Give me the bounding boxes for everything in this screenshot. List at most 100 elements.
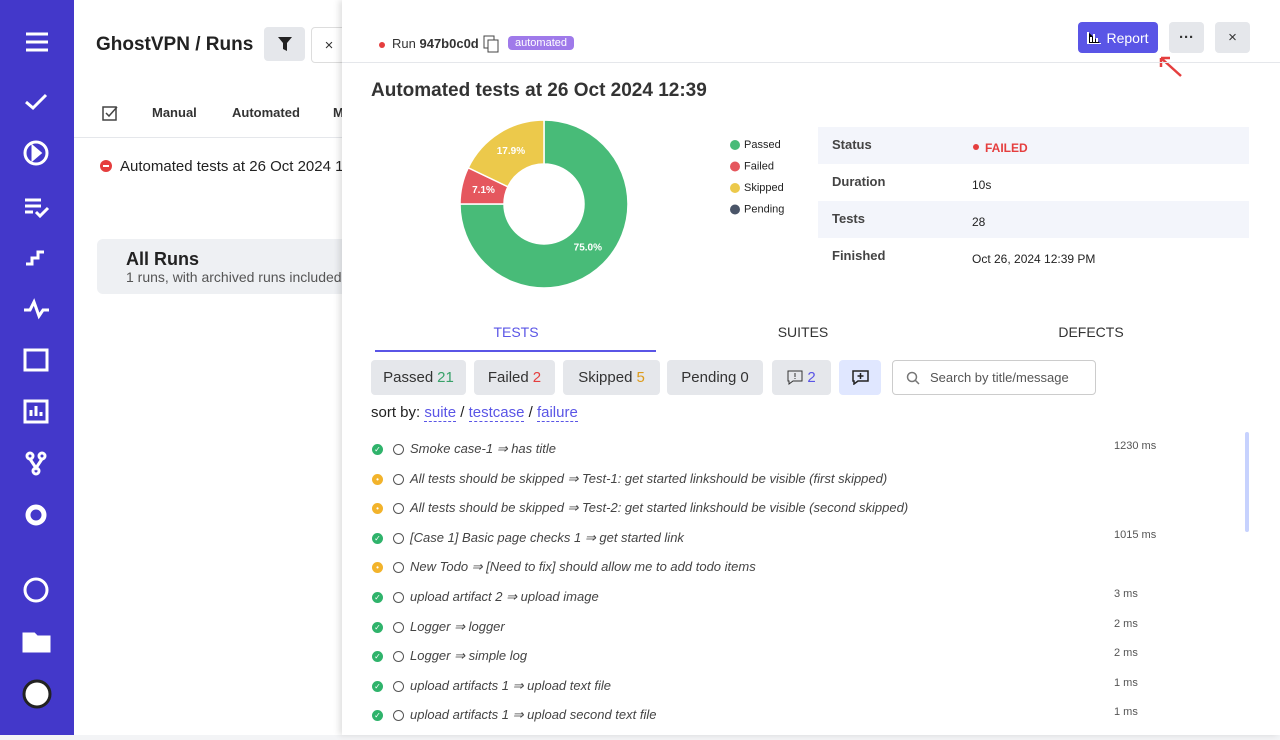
sort-option[interactable]: testcase: [468, 404, 525, 422]
status-icon: ✓: [372, 710, 383, 722]
slice: [467, 119, 545, 188]
search-placeholder: Search by title/message: [930, 370, 1069, 385]
detail-value: FAILED: [985, 141, 1028, 155]
sort: sort by: suite / testcase / failure: [371, 404, 578, 422]
test-title[interactable]: Smoke case-1 ⇒ has title: [410, 441, 557, 456]
filter-count: 5: [636, 369, 645, 386]
filter[interactable]: Passed 21: [371, 360, 466, 395]
card-subtitle: 1 runs, with archived runs included: [126, 269, 342, 285]
report-label: Report: [1106, 29, 1149, 46]
filter[interactable]: Pending 0: [667, 360, 763, 395]
detail-value: 28: [972, 215, 986, 229]
tab[interactable]: Manual: [152, 105, 197, 120]
test-title[interactable]: Logger ⇒ simple log: [410, 648, 528, 664]
info-icon: [393, 710, 404, 722]
slice-label: 17.9%: [497, 146, 525, 157]
tab[interactable]: M: [333, 105, 344, 120]
test-title[interactable]: upload artifacts 1 ⇒ upload second text …: [410, 707, 657, 723]
status-icon: •: [372, 562, 383, 574]
filter-label: Pending: [681, 369, 737, 386]
test-duration: 1 ms: [1114, 706, 1138, 719]
separator: /: [195, 34, 201, 55]
tab[interactable]: DEFECTS: [1058, 324, 1124, 340]
test-duration: 1230 ms: [1114, 440, 1157, 452]
run-item[interactable]: Automated tests at 26 Oct 2024 12:39: [120, 158, 373, 175]
legend-label: Passed: [744, 139, 781, 151]
breadcrumb: GhostVPN / Runs: [96, 34, 253, 56]
separator: /: [460, 404, 465, 421]
search-icon: [906, 371, 920, 385]
legend-swatch: [730, 204, 740, 215]
status-icon: ✓: [372, 532, 383, 544]
check-icon: [102, 106, 118, 121]
info-icon: [393, 651, 404, 663]
detail-label: Finished: [832, 248, 886, 263]
tab[interactable]: SUITES: [777, 324, 829, 340]
filter[interactable]: Failed 2: [474, 360, 555, 395]
filter-label: Failed: [487, 369, 529, 386]
copy-icon[interactable]: [483, 35, 499, 53]
filter-count: 0: [740, 369, 749, 386]
filter-count: 2: [532, 369, 542, 386]
test-title[interactable]: Logger ⇒ logger: [410, 618, 505, 634]
test-title[interactable]: upload artifacts 1 ⇒ upload text file: [410, 677, 611, 693]
comments-filter[interactable]: 2: [772, 360, 831, 395]
detail-row: [818, 201, 1249, 238]
status-dot: [379, 42, 385, 48]
status-icon: ✓: [372, 680, 383, 692]
info-icon: [393, 473, 404, 485]
add-comment-icon: [851, 370, 869, 385]
comment-icon: [787, 370, 803, 385]
arrow: [1159, 56, 1182, 77]
legend-swatch: [730, 161, 740, 172]
status-icon: •: [372, 503, 383, 515]
status-dot: [973, 144, 979, 150]
add-comment[interactable]: [839, 360, 881, 395]
project[interactable]: GhostVPN: [96, 34, 190, 55]
test-title[interactable]: upload artifact 2 ⇒ upload image: [410, 589, 599, 604]
test-duration: 2 ms: [1114, 647, 1138, 660]
separator: /: [528, 404, 533, 421]
test-duration: 1015 ms: [1114, 528, 1157, 541]
status-icon: •: [372, 473, 383, 485]
detail-label: Tests: [832, 211, 865, 226]
sidebar-icons: [22, 32, 52, 709]
test-duration: 2 ms: [1114, 617, 1138, 630]
status-icon: ✓: [372, 621, 383, 633]
report-icon: [1087, 31, 1102, 44]
divider: [74, 137, 342, 138]
active-tab-underline: [375, 350, 656, 352]
more-button[interactable]: ···: [1169, 22, 1204, 53]
sort-option[interactable]: failure: [536, 404, 578, 422]
test-title[interactable]: All tests should be skipped ⇒ Test-1: ge…: [410, 470, 888, 486]
scrollbar: [1245, 432, 1249, 532]
slice-label: 7.1%: [472, 185, 495, 196]
info-icon: [393, 532, 404, 544]
report-button[interactable]: Report: [1078, 22, 1158, 53]
page-title: Runs: [205, 34, 254, 55]
sort-option[interactable]: suite: [424, 404, 457, 422]
close-left[interactable]: ×: [311, 27, 347, 63]
info-icon: [393, 592, 404, 603]
close-button[interactable]: ×: [1215, 22, 1250, 53]
legend-swatch: [730, 183, 740, 193]
test-title[interactable]: All tests should be skipped ⇒ Test-2: ge…: [410, 500, 909, 516]
test-title[interactable]: New Todo ⇒ [Need to fix] should allow me…: [410, 559, 756, 575]
all-runs-card[interactable]: All Runs 1 runs, with archived runs incl…: [97, 239, 357, 294]
detail-value: Oct 26, 2024 12:39 PM: [972, 252, 1096, 266]
badge: automated: [508, 36, 574, 50]
run-id: 947b0c0d: [419, 36, 479, 51]
search-box[interactable]: Search by title/message: [892, 360, 1096, 395]
failed-icon: [100, 160, 112, 172]
filter[interactable]: Skipped 5: [563, 360, 660, 395]
tab[interactable]: Automated: [232, 105, 300, 120]
sort-label: sort by:: [371, 404, 421, 421]
filter-count: 21: [437, 369, 454, 386]
filter-button[interactable]: [264, 27, 305, 61]
runs-pane: GhostVPN / Runs Manual Automated M Autom…: [74, 0, 373, 735]
tab[interactable]: TESTS: [493, 324, 539, 340]
info-icon: [393, 621, 404, 633]
test-title[interactable]: [Case 1] Basic page checks 1 ⇒ get start…: [410, 529, 684, 545]
info-icon: [393, 562, 404, 574]
sidebar: [0, 0, 74, 735]
